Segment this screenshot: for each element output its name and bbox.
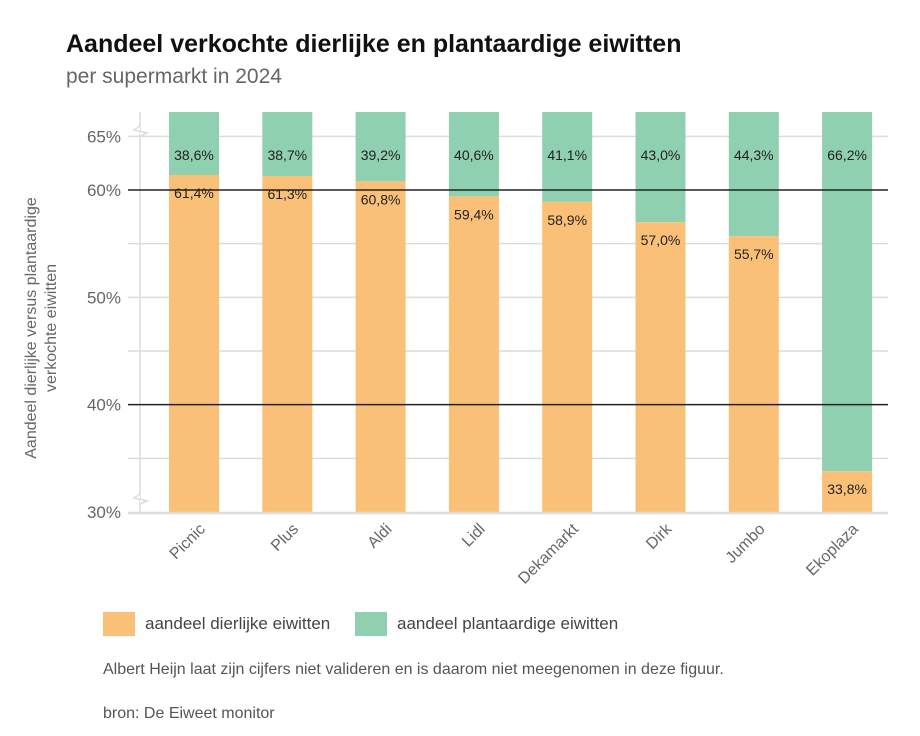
bar-animal [448, 196, 499, 512]
legend-swatch-plant [355, 612, 387, 636]
legend-swatch-animal [103, 612, 135, 636]
data-label-plant: 39,2% [361, 147, 401, 163]
x-tick-label: Jumbo [723, 521, 769, 567]
data-label-animal: 61,3% [267, 186, 307, 202]
legend-label: aandeel dierlijke eiwitten [145, 614, 331, 633]
data-label-animal: 59,4% [454, 206, 494, 222]
bar-animal [355, 181, 406, 512]
bar-animal [262, 176, 313, 512]
data-label-plant: 40,6% [454, 147, 494, 163]
y-tick-label: 60% [87, 181, 121, 200]
data-label-animal: 57,0% [641, 232, 681, 248]
bar-plant [728, 112, 779, 237]
axis-break-mark [132, 124, 150, 137]
data-label-plant: 66,2% [827, 147, 867, 163]
y-tick-label: 30% [87, 503, 121, 522]
footnote: Albert Heijn laat zijn cijfers niet vali… [103, 661, 724, 678]
y-tick-label: 65% [87, 127, 121, 146]
chart-title: Aandeel verkochte dierlijke en plantaard… [66, 30, 682, 58]
x-tick-label: Aldi [365, 521, 396, 552]
x-tick-label: Dirk [643, 520, 676, 553]
x-tick-label: Dekamarkt [515, 520, 582, 587]
y-tick-label: 40% [87, 396, 121, 415]
data-label-plant: 38,7% [267, 147, 307, 163]
chart-plot: 30% 40% 50% 60% 65% 38,6% 61,4% Picnic 38,7% 61,3… [87, 112, 888, 588]
bar-animal [728, 236, 779, 513]
x-tick-label: Ekoplaza [803, 521, 862, 580]
data-label-animal: 33,8% [827, 481, 867, 497]
data-label-animal: 55,7% [734, 246, 774, 262]
bar-plant [635, 112, 686, 223]
data-label-plant: 41,1% [547, 147, 587, 163]
bar-plant [355, 112, 406, 182]
data-label-animal: 58,9% [547, 212, 587, 228]
axis-break-mark [132, 492, 150, 505]
data-label-animal: 61,4% [174, 185, 214, 201]
bar-animal [542, 201, 593, 512]
data-label-plant: 38,6% [174, 147, 214, 163]
x-tick-label: Lidl [459, 521, 489, 551]
bar-plant [542, 112, 593, 202]
x-tick-label: Plus [268, 521, 302, 555]
data-label-animal: 60,8% [361, 191, 401, 207]
chart-subtitle: per supermarkt in 2024 [66, 65, 282, 88]
legend-item-animal: aandeel dierlijke eiwitten [103, 612, 330, 636]
bar-animal [635, 222, 686, 512]
x-tick-label: Picnic [167, 521, 209, 563]
y-tick-label: 50% [87, 288, 121, 307]
bar-plant [262, 112, 313, 177]
data-label-plant: 44,3% [734, 147, 774, 163]
bar-plant [448, 112, 499, 197]
data-label-plant: 43,0% [641, 147, 681, 163]
legend-item-plant: aandeel plantaardige eiwitten [355, 612, 618, 636]
bar-plant [822, 112, 873, 472]
bar-animal [169, 174, 219, 512]
bar-animal [822, 471, 873, 512]
legend-label: aandeel plantaardige eiwitten [397, 614, 619, 633]
bar-plant [169, 112, 219, 175]
source: bron: De Eiweet monitor [103, 705, 275, 722]
